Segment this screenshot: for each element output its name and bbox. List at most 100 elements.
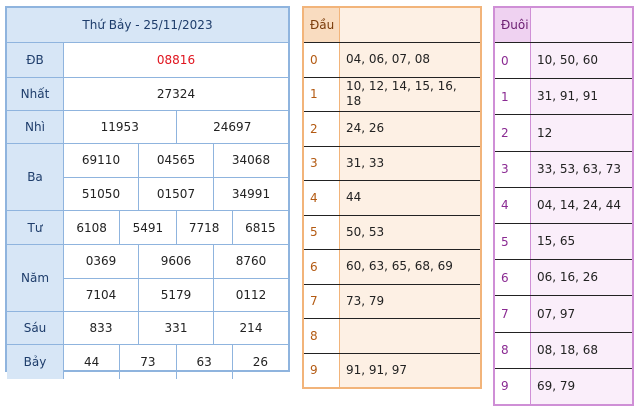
prize-number: 6108 [64, 211, 121, 244]
dau-row: 4 44 [304, 180, 480, 215]
duoi-row: 4 04, 14, 24, 44 [495, 186, 632, 224]
prize-number: 24697 [213, 120, 252, 134]
duoi-digit: 0 [495, 43, 531, 79]
prize-number: 11953 [64, 111, 177, 143]
dau-header-row: Đầu [304, 8, 480, 42]
dau-digit: 6 [304, 250, 340, 284]
prize-number: 63 [177, 345, 233, 379]
prize-row: Sáu 833 331 214 [7, 312, 288, 345]
duoi-digit: 4 [495, 187, 531, 224]
dau-header-label: Đầu [304, 8, 340, 42]
dau-values: 10, 12, 14, 15, 16, 18 [340, 77, 480, 111]
prize-row: Ba 69110 04565 34068 51050 01507 34991 [7, 144, 288, 211]
prize-number: 0112 [235, 287, 267, 302]
prize-label: Sáu [7, 312, 64, 344]
prize-label: Tư [7, 211, 64, 244]
dau-header-blank [340, 8, 480, 42]
dau-digit: 9 [304, 353, 340, 387]
duoi-values: 04, 14, 24, 44 [531, 187, 632, 224]
dau-row: 6 60, 63, 65, 68, 69 [304, 249, 480, 284]
prize-label: Nhì [7, 111, 64, 143]
prize-number: 26 [252, 355, 269, 369]
prize-number: 6815 [245, 220, 276, 235]
prize-row: Bảy 44 73 63 26 [7, 345, 288, 379]
dau-row: 3 31, 33 [304, 145, 480, 180]
prize-number: 5491 [120, 211, 177, 244]
dau-row: 9 91, 91, 97 [304, 352, 480, 387]
prize-number: 69110 [64, 144, 139, 177]
prize-number: 73 [120, 345, 177, 379]
dau-row: 2 24, 26 [304, 111, 480, 146]
prize-number: 833 [64, 312, 139, 344]
special-prize-number: 08816 [156, 53, 196, 67]
duoi-digit: 3 [495, 151, 531, 187]
duoi-digit: 2 [495, 115, 531, 151]
duoi-row: 0 10, 50, 60 [495, 42, 632, 79]
dau-values: 24, 26 [340, 112, 480, 146]
duoi-row: 5 15, 65 [495, 223, 632, 260]
duoi-digit: 8 [495, 332, 531, 368]
dau-row: 8 [304, 318, 480, 353]
dau-values: 31, 33 [340, 146, 480, 180]
prize-label: ĐB [7, 43, 64, 77]
dau-digit: 4 [304, 181, 340, 215]
duoi-values: 08, 18, 68 [531, 332, 632, 368]
dau-values: 60, 63, 65, 68, 69 [340, 250, 480, 284]
prize-number: 7718 [177, 211, 233, 244]
duoi-row: 1 31, 91, 91 [495, 78, 632, 115]
prize-number: 34991 [231, 186, 271, 201]
prize-number: 8760 [235, 254, 267, 269]
duoi-row: 8 08, 18, 68 [495, 331, 632, 368]
prize-number: 44 [64, 345, 121, 379]
duoi-header-label: Đuôi [495, 8, 531, 42]
duoi-digit: 1 [495, 79, 531, 115]
prize-label: Ba [7, 144, 64, 210]
dau-digit: 1 [304, 77, 340, 111]
dau-digit: 2 [304, 112, 340, 146]
lottery-results-table: Thứ Bảy - 25/11/2023 ĐB 08816 Nhất 27324 Nhì… [5, 6, 290, 379]
dau-row: 5 50, 53 [304, 214, 480, 249]
results-date-header: Thứ Bảy - 25/11/2023 [7, 8, 288, 43]
dau-row: 0 04, 06, 07, 08 [304, 42, 480, 77]
prize-number: 5179 [139, 278, 214, 311]
dau-digit: 0 [304, 43, 340, 77]
dau-row: 7 73, 79 [304, 283, 480, 318]
prize-rows: ĐB 08816 Nhất 27324 Nhì 11953 24697 Ba 69110 0456… [7, 43, 288, 379]
duoi-header-blank [531, 8, 632, 42]
dau-values: 44 [340, 181, 480, 215]
prize-number: 51050 [64, 177, 139, 210]
prize-number: 27324 [156, 87, 196, 101]
duoi-digit: 6 [495, 260, 531, 296]
duoi-values: 15, 65 [531, 224, 632, 260]
dau-digit: 8 [304, 319, 340, 353]
duoi-values: 31, 91, 91 [531, 79, 632, 115]
duoi-row: 9 69, 79 [495, 367, 632, 405]
dau-values: 73, 79 [340, 284, 480, 318]
prize-number: 331 [139, 312, 214, 344]
duoi-values: 07, 97 [531, 296, 632, 332]
dau-values: 04, 06, 07, 08 [340, 43, 480, 77]
dau-row: 1 10, 12, 14, 15, 16, 18 [304, 76, 480, 111]
dau-digit: 7 [304, 284, 340, 318]
dau-digit: 3 [304, 146, 340, 180]
duoi-values: 33, 53, 63, 73 [531, 151, 632, 187]
prize-row: Tư 6108 5491 7718 6815 [7, 211, 288, 245]
prize-number: 7104 [64, 278, 139, 311]
prize-label: Bảy [7, 345, 64, 379]
prize-row: ĐB 08816 [7, 43, 288, 78]
prize-row: Năm 0369 9606 8760 7104 5179 0112 [7, 245, 288, 312]
duoi-digit: 9 [495, 368, 531, 405]
prize-number: 01507 [139, 177, 214, 210]
prize-row: Nhì 11953 24697 [7, 111, 288, 144]
dau-values: 91, 91, 97 [340, 353, 480, 387]
duoi-row: 7 07, 97 [495, 295, 632, 332]
duoi-values: 06, 16, 26 [531, 260, 632, 296]
duoi-digit: 5 [495, 224, 531, 260]
prize-number: 34068 [231, 153, 271, 168]
dau-values [340, 319, 480, 353]
dau-table: Đầu 0 04, 06, 07, 08 1 10, 12, 14, 15, 16, … [302, 6, 482, 389]
dau-values: 50, 53 [340, 215, 480, 249]
duoi-digit: 7 [495, 296, 531, 332]
duoi-values: 10, 50, 60 [531, 43, 632, 79]
duoi-row: 6 06, 16, 26 [495, 259, 632, 296]
